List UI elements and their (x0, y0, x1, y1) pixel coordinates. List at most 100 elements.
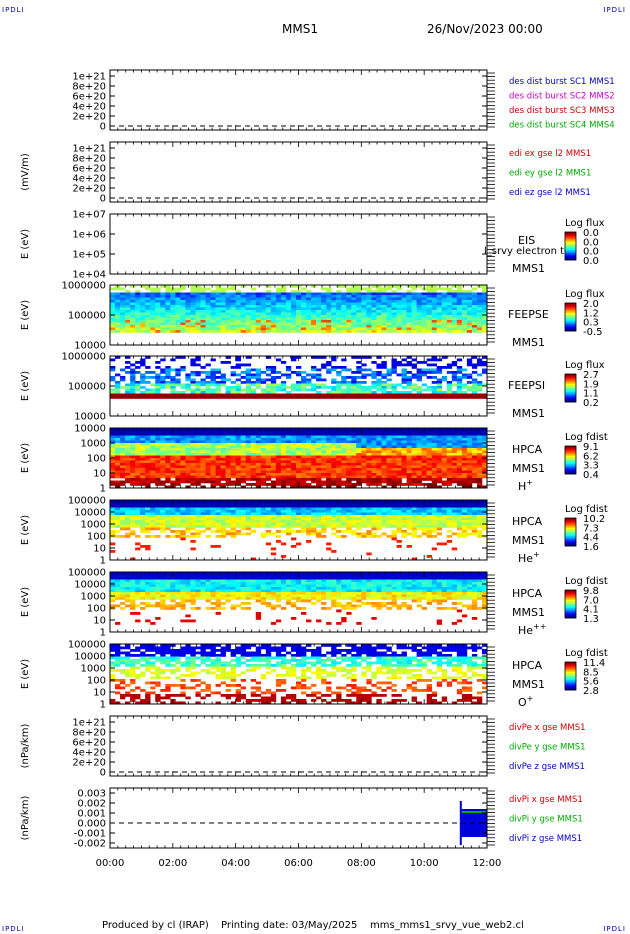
legend-label: des dist burst SC4 MMS4 (509, 121, 615, 131)
heatmap-cell (190, 455, 196, 459)
heatmap-cell (401, 310, 407, 313)
heatmap-cell (466, 386, 473, 389)
heatmap-cell (135, 448, 141, 451)
heatmap-cell (260, 292, 267, 296)
heatmap-cell (346, 453, 352, 456)
heatmap-cell (280, 460, 287, 464)
heatmap-cell (456, 430, 463, 434)
heatmap-cell (481, 322, 488, 326)
heatmap-cell (366, 483, 372, 486)
heatmap-cell (140, 522, 146, 526)
heatmap-cell (356, 295, 362, 298)
colorbar-segment (565, 248, 576, 251)
heatmap-cell (331, 428, 337, 431)
heatmap-cell (245, 428, 252, 431)
heatmap-cell (301, 393, 307, 397)
heatmap-cell (275, 453, 282, 456)
heatmap-cell (280, 435, 287, 439)
heatmap-cell (295, 450, 302, 454)
heatmap-cell (416, 475, 422, 479)
heatmap-cell (446, 371, 453, 374)
heatmap-cell (265, 285, 272, 288)
heatmap-cell (165, 458, 171, 461)
heatmap-cell (391, 327, 397, 331)
heatmap-cell (316, 460, 322, 464)
heatmap-cell (351, 310, 357, 313)
heatmap-cell (175, 448, 181, 451)
heatmap-cell (170, 463, 176, 466)
heatmap-cell (356, 325, 362, 328)
heatmap-cell (426, 363, 433, 367)
heatmap-cell (190, 300, 196, 303)
heatmap-cell (250, 435, 257, 439)
heatmap-cell (165, 515, 171, 518)
heatmap-cell (481, 356, 488, 359)
heatmap-cell (416, 317, 422, 321)
heatmap-cell (341, 391, 347, 394)
colorbar-segment (565, 468, 576, 471)
heatmap-cell (341, 325, 347, 328)
heatmap-cell (285, 440, 292, 444)
heatmap-cell (210, 325, 216, 328)
heatmap-cell (381, 450, 387, 454)
heatmap-cell (426, 453, 433, 456)
heatmap-cell (190, 547, 196, 551)
heatmap-cell (130, 368, 136, 372)
heatmap-cell (371, 373, 377, 377)
heatmap-cell (230, 292, 236, 296)
heatmap-cell (165, 292, 171, 296)
heatmap-cell (381, 290, 387, 293)
heatmap-cell (130, 532, 136, 536)
heatmap-cell (411, 453, 417, 456)
heatmap-cell (386, 383, 392, 387)
colorbar-segment (565, 321, 576, 323)
heatmap-cell (190, 468, 196, 471)
heatmap-cell (180, 430, 186, 434)
colorbar-segment (565, 385, 576, 387)
heatmap-cell (235, 430, 241, 434)
heatmap-cell (481, 295, 488, 298)
heatmap-cell (140, 443, 146, 446)
heatmap-cell (195, 507, 201, 511)
heatmap-cell (260, 450, 267, 454)
heatmap-cell (155, 361, 161, 364)
heatmap-cell (240, 460, 247, 464)
heatmap-cell (416, 300, 422, 303)
heatmap-cell (326, 438, 332, 441)
heatmap-cell (436, 445, 443, 449)
heatmap-cell (426, 458, 433, 461)
heatmap-cell (376, 322, 382, 326)
heatmap-cell (331, 317, 337, 321)
heatmap-cell (225, 325, 231, 328)
heatmap-cell (411, 470, 417, 474)
heatmap-cell (275, 468, 282, 471)
heatmap-cell (431, 381, 438, 384)
heatmap-cell (451, 285, 458, 288)
heatmap-cell (155, 445, 161, 449)
heatmap-cell (476, 440, 483, 444)
heatmap-cell (285, 475, 292, 479)
heatmap-cell (150, 312, 156, 316)
heatmap-cell (346, 391, 352, 394)
heatmap-cell (120, 505, 126, 508)
heatmap-cell (436, 327, 443, 331)
heatmap-cell (185, 430, 191, 434)
heatmap-cell (225, 458, 231, 461)
heatmap-cell (245, 470, 252, 474)
heatmap-cell (190, 440, 196, 444)
heatmap-cell (306, 428, 312, 431)
heatmap-cell (391, 440, 397, 444)
heatmap-cell (471, 327, 478, 331)
heatmap-cell (301, 376, 307, 379)
heatmap-cell (140, 460, 146, 464)
heatmap-cell (341, 320, 347, 323)
heatmap-cell (436, 325, 443, 328)
heatmap-cell (160, 460, 166, 464)
heatmap-cell (175, 502, 181, 506)
heatmap-cell (255, 383, 262, 387)
heatmap-cell (190, 358, 196, 362)
heatmap-cell (431, 358, 438, 362)
heatmap-cell (301, 438, 307, 441)
heatmap-cell (210, 510, 216, 513)
